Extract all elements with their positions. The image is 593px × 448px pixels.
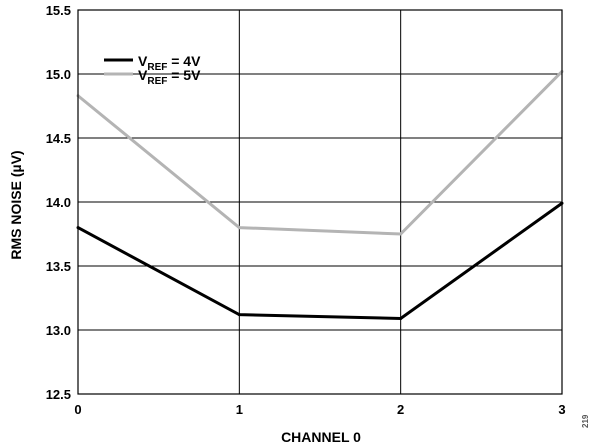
y-tick-label: 12.5	[46, 387, 71, 402]
y-tick-label: 13.0	[46, 323, 71, 338]
x-tick-labels: 0 1 2 3	[74, 402, 565, 417]
y-tick-labels: 12.5 13.0 13.5 14.0 14.5 15.0 15.5	[46, 3, 71, 402]
y-tick-label: 14.5	[46, 131, 71, 146]
series-0-point	[399, 316, 403, 320]
legend-label-1: VREF = 5V	[138, 67, 201, 87]
plot-frame	[77, 9, 563, 395]
legend-label-0: VREF = 4V	[138, 53, 201, 73]
legend: VREF = 4V VREF = 5V	[104, 53, 201, 87]
y-axis-title: RMS NOISE (µV)	[8, 150, 24, 259]
series-line-1	[77, 70, 564, 236]
series-1-point	[237, 226, 241, 230]
legend-item-0: VREF = 4V	[104, 53, 201, 73]
x-axis-title: CHANNEL 0	[281, 429, 361, 445]
data-series	[76, 69, 564, 320]
legend-item-1: VREF = 5V	[104, 67, 201, 87]
x-tick-label: 3	[558, 402, 565, 417]
series-0-point	[237, 313, 241, 317]
series-1-point	[399, 232, 403, 236]
x-tick-label: 1	[236, 402, 243, 417]
y-tick-label: 15.0	[46, 67, 71, 82]
x-tick-label: 0	[74, 402, 81, 417]
y-tick-label: 13.5	[46, 259, 71, 274]
y-tick-label: 14.0	[46, 195, 71, 210]
y-tick-label: 15.5	[46, 3, 71, 18]
series-line-0	[77, 202, 563, 320]
x-tick-label: 2	[397, 402, 404, 417]
figure-id: 219	[581, 414, 590, 428]
